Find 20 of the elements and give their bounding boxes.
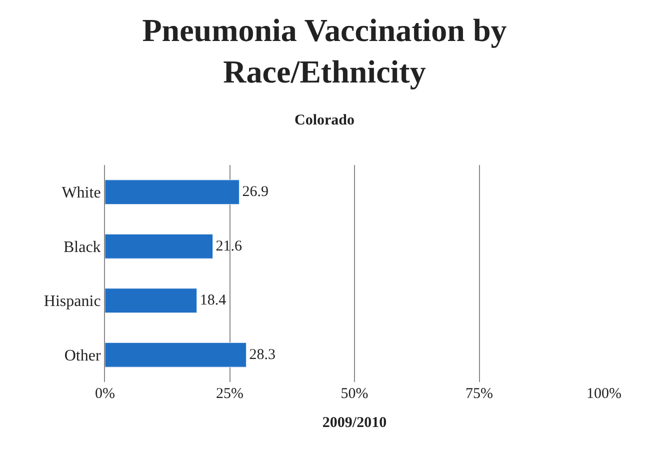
data-label: 21.6 xyxy=(216,238,243,254)
x-axis-title: 2009/2010 xyxy=(322,415,387,431)
chart-title: Pneumonia Vaccination by Race/Ethnicity xyxy=(142,12,507,90)
y-tick-label: Black xyxy=(63,238,101,256)
data-label: 18.4 xyxy=(200,292,227,309)
chart-subtitle: Colorado xyxy=(294,112,354,128)
data-label: 26.9 xyxy=(242,184,268,200)
x-tick-label: 100% xyxy=(586,386,622,402)
bar xyxy=(105,234,214,259)
bar xyxy=(105,180,240,205)
bar xyxy=(105,342,246,368)
y-tick-label: Other xyxy=(64,347,102,364)
y-tick-label: Hispanic xyxy=(44,293,101,310)
bar xyxy=(105,288,198,314)
x-tick-label: 25% xyxy=(216,386,244,402)
x-tick-label: 0% xyxy=(95,386,115,402)
x-tick-label: 50% xyxy=(340,386,368,402)
x-tick-label: 75% xyxy=(466,386,493,402)
y-tick-label: White xyxy=(62,184,101,202)
data-label: 28.3 xyxy=(249,346,276,363)
